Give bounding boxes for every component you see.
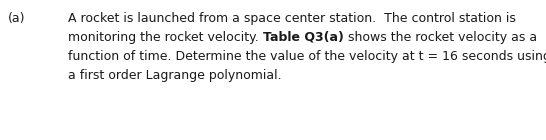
- Text: monitoring the rocket velocity.: monitoring the rocket velocity.: [68, 31, 263, 44]
- Text: function of time. Determine the value of the velocity at t = 16 seconds using: function of time. Determine the value of…: [68, 50, 546, 63]
- Text: A rocket is launched from a space center station.  The control station is: A rocket is launched from a space center…: [68, 12, 516, 25]
- Text: Table Q3(a): Table Q3(a): [263, 31, 343, 44]
- Text: (a): (a): [8, 12, 26, 25]
- Text: a first order Lagrange polynomial.: a first order Lagrange polynomial.: [68, 69, 282, 82]
- Text: shows the rocket velocity as a: shows the rocket velocity as a: [343, 31, 537, 44]
